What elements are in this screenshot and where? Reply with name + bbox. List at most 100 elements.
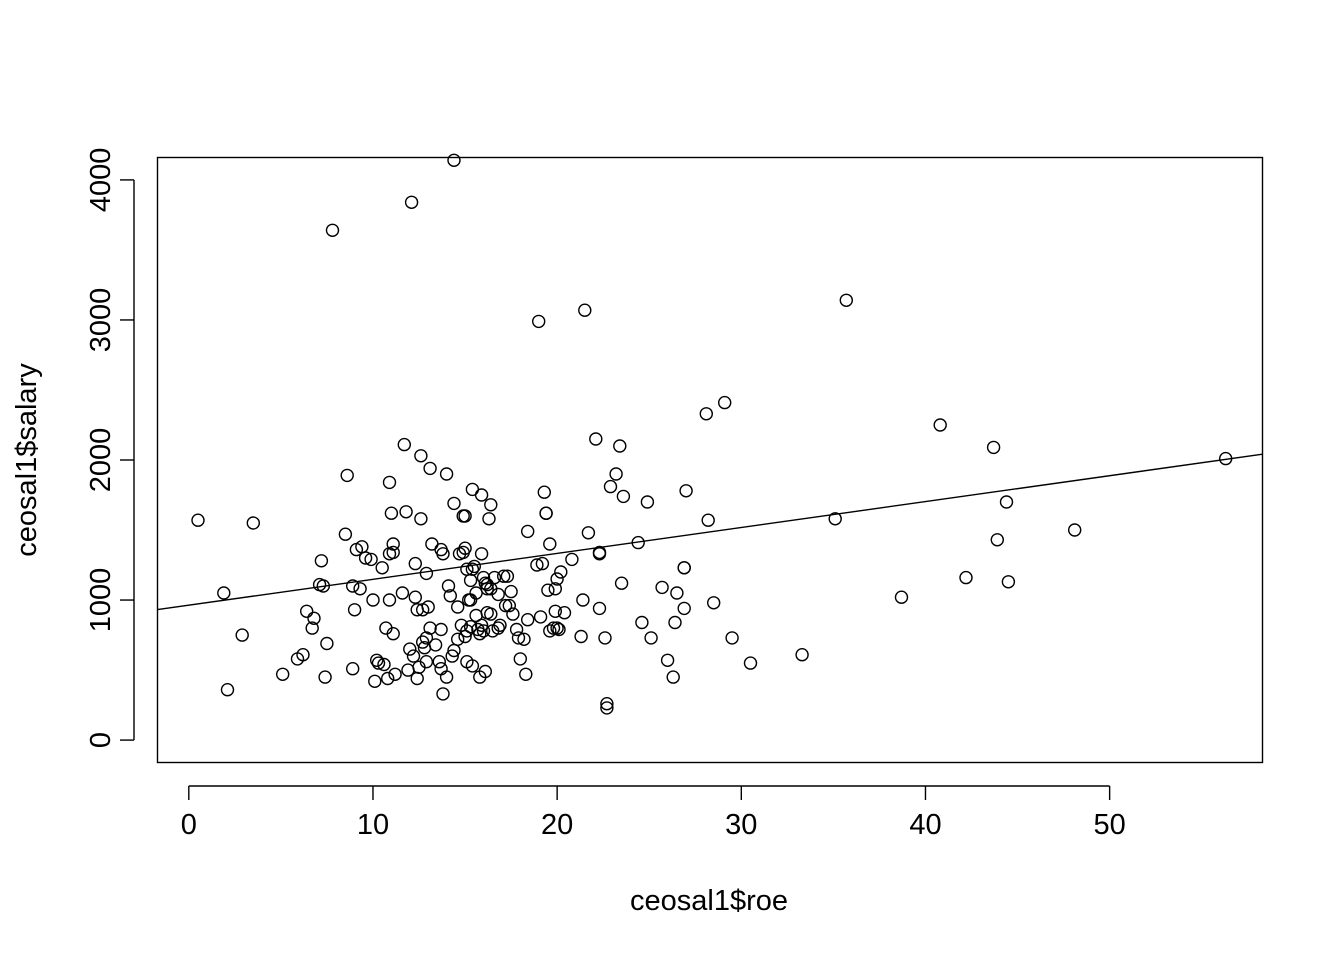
- data-point: [382, 475, 397, 490]
- data-point: [220, 683, 235, 697]
- data-point: [421, 600, 435, 614]
- data-point: [346, 579, 360, 593]
- data-point: [305, 621, 319, 635]
- data-point: [491, 621, 505, 635]
- data-point: [603, 479, 618, 494]
- x-axis-title: ceosal1$roe: [630, 885, 788, 917]
- data-point: [484, 607, 498, 621]
- data-point: [660, 653, 675, 667]
- data-point: [539, 506, 553, 520]
- data-point: [375, 561, 389, 575]
- data-point: [434, 622, 448, 637]
- data-point: [377, 657, 391, 672]
- data-point: [718, 395, 732, 410]
- data-point: [491, 587, 505, 602]
- data-point: [447, 153, 461, 168]
- data-point: [679, 484, 693, 498]
- regression-line: [157, 453, 1263, 611]
- data-point: [600, 701, 614, 715]
- data-point: [371, 656, 386, 670]
- data-point: [541, 583, 555, 597]
- data-point: [598, 631, 612, 645]
- data-point: [395, 586, 410, 600]
- data-point: [368, 674, 382, 688]
- data-point: [959, 570, 973, 585]
- data-point: [666, 670, 680, 684]
- data-point: [366, 593, 380, 607]
- data-point: [382, 593, 397, 607]
- data-point: [548, 604, 562, 618]
- data-point: [318, 670, 332, 684]
- data-point: [592, 601, 607, 616]
- data-point: [460, 624, 474, 638]
- data-point: [432, 655, 446, 669]
- data-point: [386, 627, 400, 641]
- data-point: [436, 687, 450, 701]
- data-point: [502, 598, 516, 613]
- data-point: [425, 537, 439, 551]
- data-point: [436, 547, 450, 561]
- data-point: [451, 632, 465, 646]
- data-point: [1001, 575, 1016, 589]
- data-point: [644, 631, 658, 645]
- data-point: [589, 432, 603, 446]
- data-point: [451, 600, 465, 614]
- data-point: [670, 586, 684, 600]
- data-point: [600, 697, 614, 711]
- data-point: [364, 552, 378, 567]
- data-point: [707, 596, 721, 610]
- data-point: [463, 573, 478, 588]
- data-point: [554, 565, 568, 579]
- data-point: [498, 598, 513, 613]
- data-point: [474, 618, 489, 632]
- y-axis-title: ceosal1$salary: [11, 363, 43, 557]
- data-point: [447, 496, 461, 511]
- data-point: [441, 579, 456, 593]
- data-point: [397, 437, 411, 452]
- data-point: [370, 653, 384, 667]
- data-point: [487, 570, 502, 585]
- data-point: [655, 580, 669, 595]
- data-point: [548, 582, 562, 596]
- data-point: [458, 509, 472, 523]
- data-point: [423, 461, 437, 476]
- y-axis: 0 1000 2000 3000 4000: [85, 148, 135, 748]
- data-point: [473, 627, 487, 641]
- x-tick-label: 20: [541, 809, 573, 841]
- data-point: [423, 621, 437, 635]
- data-point: [543, 624, 557, 638]
- data-point: [533, 610, 548, 624]
- data-point: [743, 656, 758, 670]
- data-point: [296, 648, 310, 662]
- data-point: [478, 664, 492, 679]
- data-point: [465, 659, 480, 673]
- data-point: [404, 195, 419, 210]
- data-point: [353, 582, 367, 596]
- data-point: [325, 223, 340, 238]
- data-point: [408, 556, 422, 571]
- data-point: [235, 628, 249, 642]
- data-point: [933, 418, 947, 432]
- data-point: [537, 485, 551, 499]
- data-point: [504, 584, 518, 599]
- data-point: [480, 582, 494, 596]
- data-point: [613, 439, 627, 453]
- x-tick-label: 0: [181, 809, 197, 841]
- data-point: [338, 527, 353, 541]
- data-point: [482, 512, 496, 526]
- data-point: [631, 535, 645, 550]
- data-point: [445, 649, 459, 663]
- data-point: [795, 648, 809, 662]
- data-point: [474, 488, 489, 502]
- data-point: [465, 562, 480, 576]
- data-point: [550, 621, 564, 635]
- data-point: [990, 533, 1004, 547]
- data-point: [530, 558, 544, 572]
- data-point: [532, 314, 546, 329]
- plot-frame: [156, 156, 1264, 764]
- x-tick-label: 40: [909, 809, 941, 841]
- data-point: [699, 407, 713, 421]
- data-point: [307, 611, 321, 625]
- data-point: [509, 622, 524, 637]
- data-point: [388, 667, 402, 681]
